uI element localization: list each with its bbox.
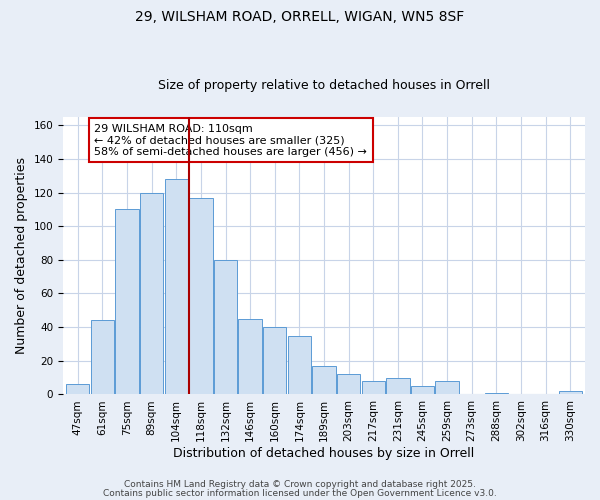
Bar <box>140 192 163 394</box>
Bar <box>214 260 237 394</box>
Bar <box>164 179 188 394</box>
Bar <box>91 320 114 394</box>
Bar <box>559 391 582 394</box>
Bar <box>411 386 434 394</box>
Text: 29, WILSHAM ROAD, ORRELL, WIGAN, WN5 8SF: 29, WILSHAM ROAD, ORRELL, WIGAN, WN5 8SF <box>136 10 464 24</box>
Text: 29 WILSHAM ROAD: 110sqm
← 42% of detached houses are smaller (325)
58% of semi-d: 29 WILSHAM ROAD: 110sqm ← 42% of detache… <box>94 124 367 157</box>
Bar <box>436 381 459 394</box>
Bar <box>337 374 361 394</box>
Bar <box>362 381 385 394</box>
Bar <box>238 318 262 394</box>
Bar <box>115 210 139 394</box>
Bar <box>66 384 89 394</box>
Bar <box>386 378 410 394</box>
X-axis label: Distribution of detached houses by size in Orrell: Distribution of detached houses by size … <box>173 447 475 460</box>
Bar <box>485 393 508 394</box>
Text: Contains public sector information licensed under the Open Government Licence v3: Contains public sector information licen… <box>103 488 497 498</box>
Bar <box>287 336 311 394</box>
Y-axis label: Number of detached properties: Number of detached properties <box>15 157 28 354</box>
Bar <box>189 198 212 394</box>
Text: Contains HM Land Registry data © Crown copyright and database right 2025.: Contains HM Land Registry data © Crown c… <box>124 480 476 489</box>
Bar <box>313 366 336 394</box>
Bar <box>263 327 286 394</box>
Title: Size of property relative to detached houses in Orrell: Size of property relative to detached ho… <box>158 79 490 92</box>
